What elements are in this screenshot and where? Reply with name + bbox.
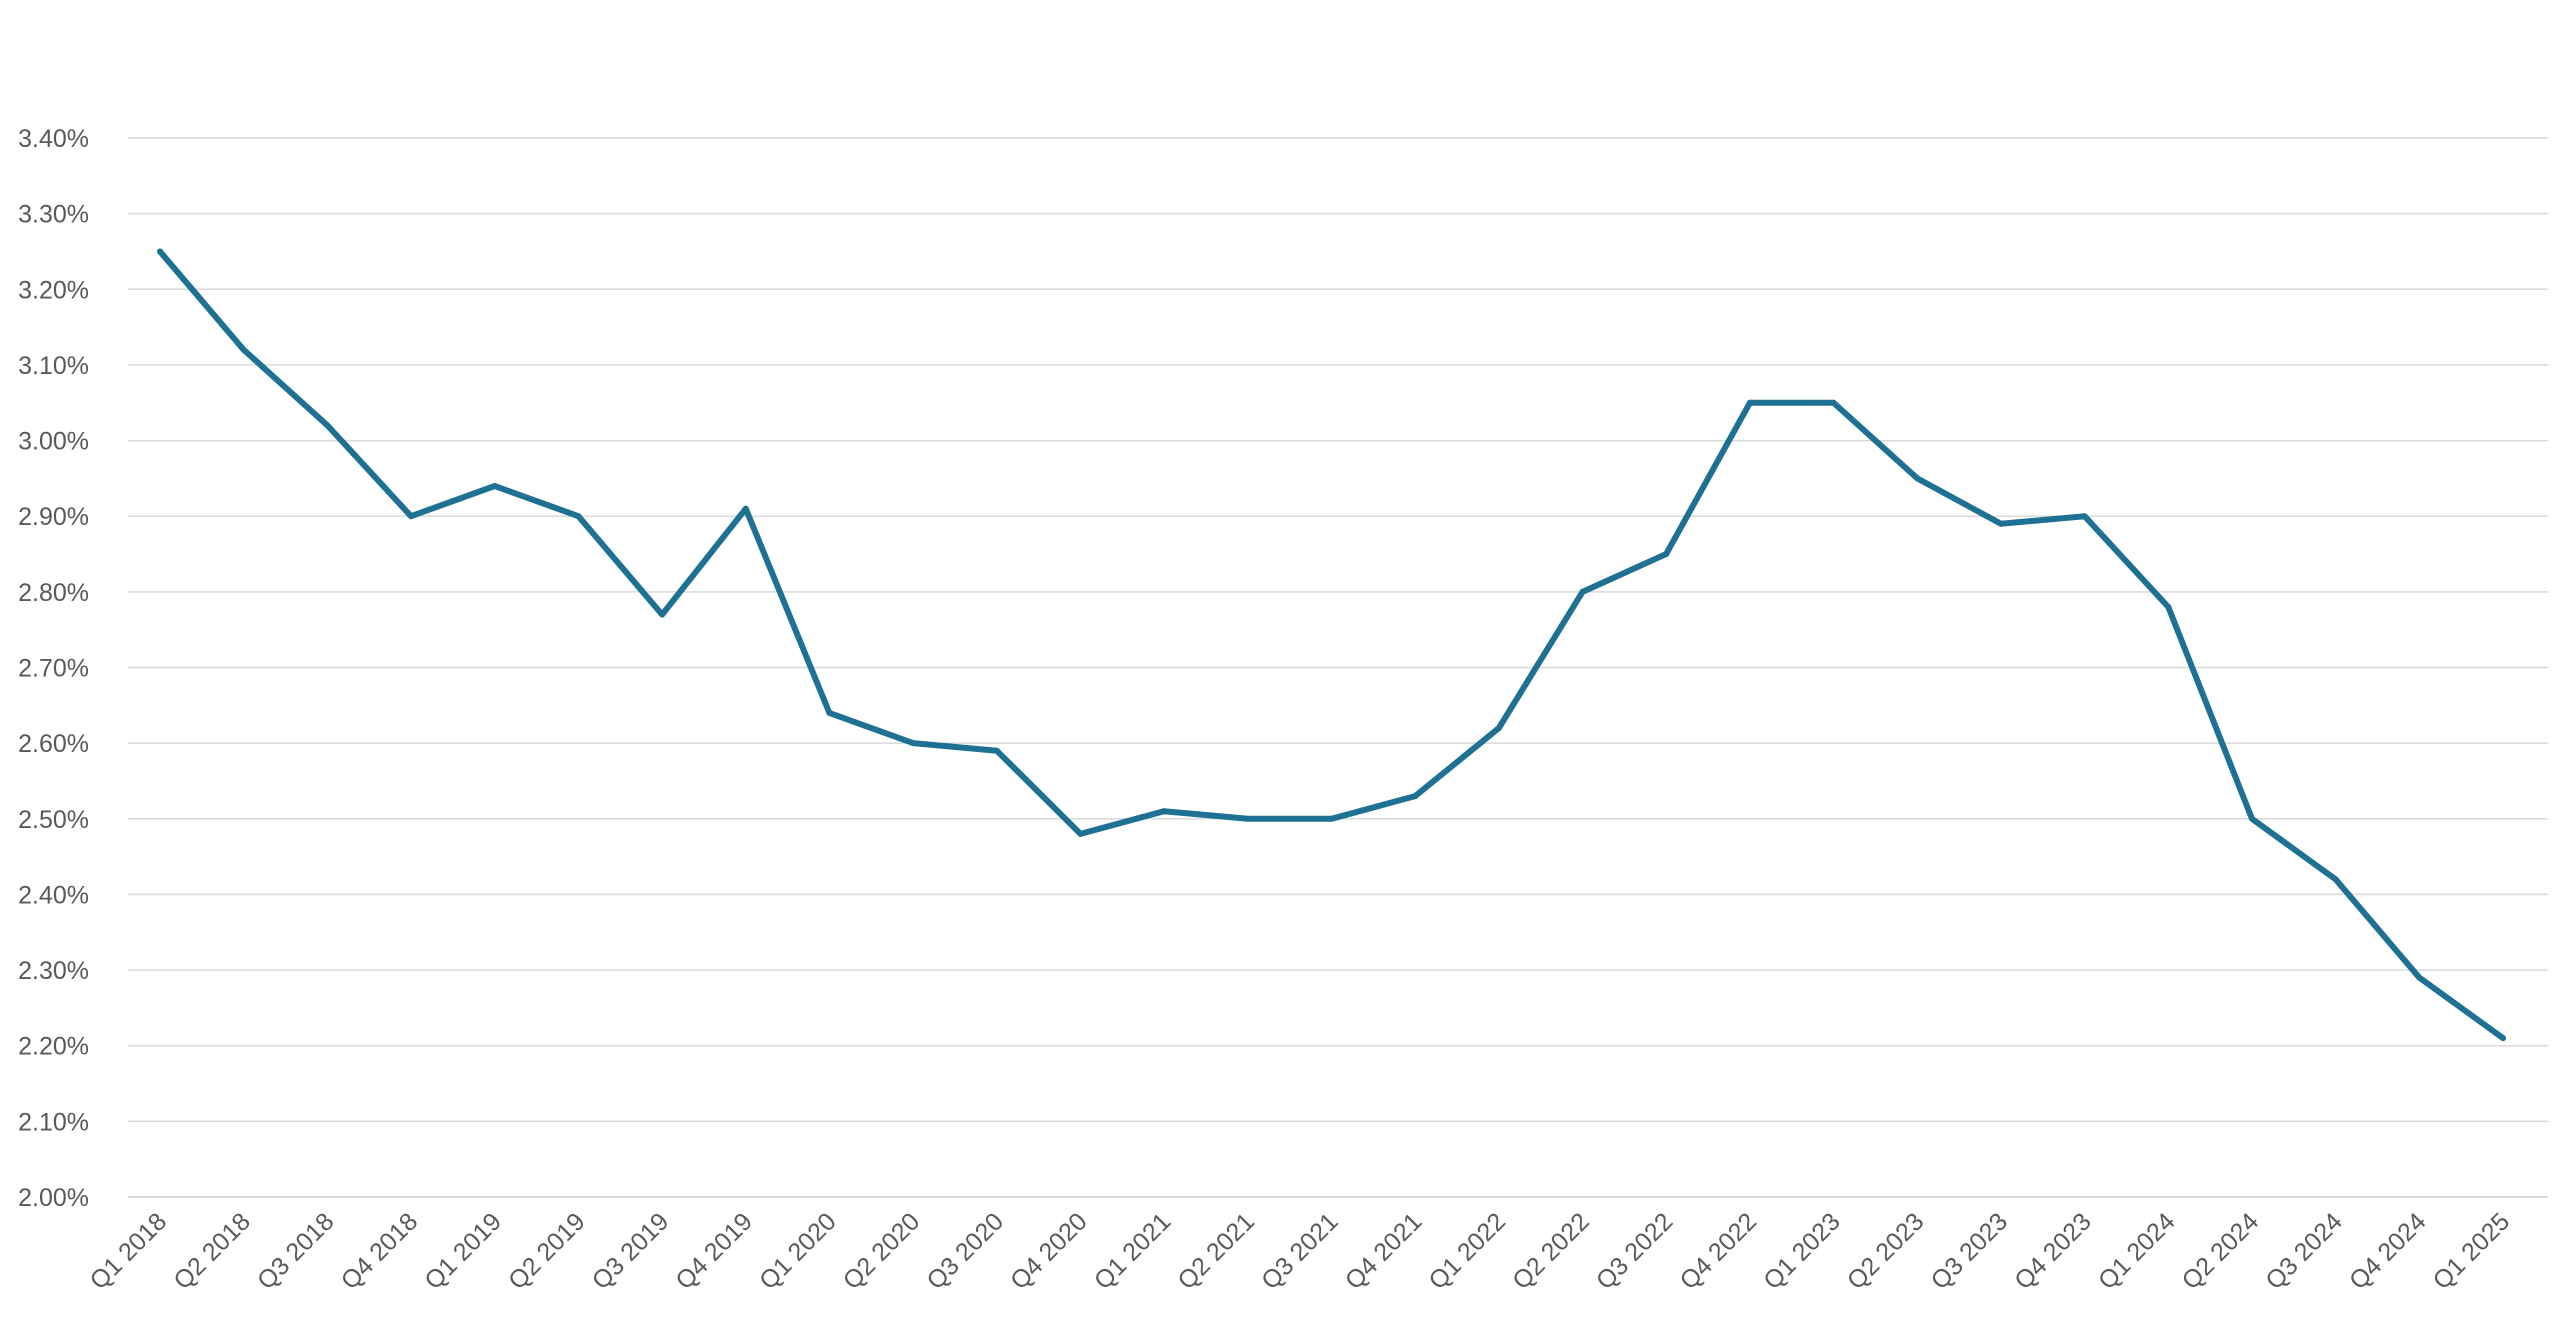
y-tick-label: 2.90% bbox=[18, 503, 89, 531]
data-point bbox=[659, 611, 666, 618]
x-tick-label: Q4 2021 bbox=[1340, 1207, 1428, 1295]
x-tick-label: Q4 2020 bbox=[1005, 1207, 1093, 1295]
data-point bbox=[1328, 815, 1335, 822]
gridlines bbox=[128, 137, 2548, 1198]
x-tick-label: Q3 2018 bbox=[252, 1207, 340, 1295]
data-point bbox=[491, 482, 498, 489]
y-tick-label: 3.00% bbox=[18, 428, 89, 456]
x-tick-label: Q3 2022 bbox=[1591, 1207, 1679, 1295]
y-tick-label: 3.30% bbox=[18, 201, 89, 229]
x-tick-label: Q2 2019 bbox=[503, 1207, 591, 1295]
data-point bbox=[1746, 399, 1753, 406]
data-point bbox=[742, 505, 749, 512]
data-point bbox=[1579, 588, 1586, 595]
x-tick-label: Q1 2019 bbox=[419, 1207, 507, 1295]
x-tick-label: Q3 2020 bbox=[921, 1207, 1009, 1295]
y-tick-label: 2.70% bbox=[18, 655, 89, 683]
x-tick-label: Q1 2020 bbox=[754, 1207, 842, 1295]
x-tick-label: Q1 2023 bbox=[1758, 1207, 1846, 1295]
x-tick-label: Q4 2024 bbox=[2344, 1207, 2432, 1295]
y-tick-label: 3.10% bbox=[18, 352, 89, 380]
data-point bbox=[1495, 725, 1502, 732]
y-tick-label: 2.00% bbox=[18, 1184, 89, 1212]
x-tick-label: Q2 2023 bbox=[1842, 1207, 1930, 1295]
y-tick-label: 3.20% bbox=[18, 276, 89, 304]
x-tick-label: Q1 2025 bbox=[2428, 1207, 2516, 1295]
x-tick-label: Q2 2020 bbox=[838, 1207, 926, 1295]
data-point bbox=[1997, 520, 2004, 527]
series-line bbox=[157, 248, 2506, 1042]
x-tick-label: Q4 2018 bbox=[336, 1207, 424, 1295]
data-point bbox=[324, 422, 331, 429]
data-point bbox=[2165, 603, 2172, 610]
data-point bbox=[1914, 475, 1921, 482]
y-tick-label: 2.40% bbox=[18, 881, 89, 909]
data-point bbox=[1161, 808, 1168, 815]
x-tick-label: Q2 2022 bbox=[1507, 1207, 1595, 1295]
x-tick-label: Q1 2021 bbox=[1089, 1207, 1177, 1295]
data-point bbox=[157, 248, 163, 255]
data-point bbox=[575, 513, 582, 520]
y-tick-label: 2.50% bbox=[18, 806, 89, 834]
data-point bbox=[2332, 876, 2339, 883]
series-layer bbox=[157, 248, 2506, 1042]
x-tick-label: Q4 2023 bbox=[2009, 1207, 2097, 1295]
x-tick-label: Q1 2018 bbox=[85, 1207, 173, 1295]
x-tick-label: Q1 2024 bbox=[2093, 1207, 2181, 1295]
data-point bbox=[910, 740, 917, 747]
data-point bbox=[240, 346, 247, 353]
x-tick-label: Q3 2023 bbox=[1926, 1207, 2014, 1295]
data-point bbox=[1077, 830, 1084, 837]
x-tick-label: Q2 2024 bbox=[2177, 1207, 2265, 1295]
data-point bbox=[993, 747, 1000, 754]
data-point bbox=[2248, 815, 2255, 822]
x-tick-label: Q3 2019 bbox=[587, 1207, 675, 1295]
y-tick-label: 2.10% bbox=[18, 1108, 89, 1136]
data-point bbox=[1663, 551, 1670, 558]
x-tick-label: Q3 2024 bbox=[2260, 1207, 2348, 1295]
data-point bbox=[408, 513, 415, 520]
x-tick-label: Q3 2021 bbox=[1256, 1207, 1344, 1295]
x-tick-label: Q4 2019 bbox=[670, 1207, 758, 1295]
y-tick-label: 2.20% bbox=[18, 1033, 89, 1061]
x-tick-label: Q1 2022 bbox=[1423, 1207, 1511, 1295]
x-tick-label: Q2 2021 bbox=[1172, 1207, 1260, 1295]
data-point bbox=[2081, 513, 2088, 520]
x-tick-label: Q4 2022 bbox=[1675, 1207, 1763, 1295]
data-point bbox=[2500, 1035, 2506, 1042]
data-point bbox=[1412, 793, 1419, 800]
y-tick-label: 2.80% bbox=[18, 579, 89, 607]
y-tick-label: 2.30% bbox=[18, 957, 89, 985]
data-point bbox=[826, 709, 833, 716]
y-axis-tick-labels: 2.00% 2.10% 2.20% 2.30% 2.40% 2.50% 2.60% 2.70%… bbox=[18, 125, 89, 1212]
x-tick-label: Q2 2018 bbox=[168, 1207, 256, 1295]
data-point bbox=[2416, 974, 2423, 981]
data-point bbox=[1244, 815, 1251, 822]
y-tick-label: 2.60% bbox=[18, 730, 89, 758]
y-tick-label: 3.40% bbox=[18, 125, 89, 153]
data-point bbox=[1830, 399, 1837, 406]
